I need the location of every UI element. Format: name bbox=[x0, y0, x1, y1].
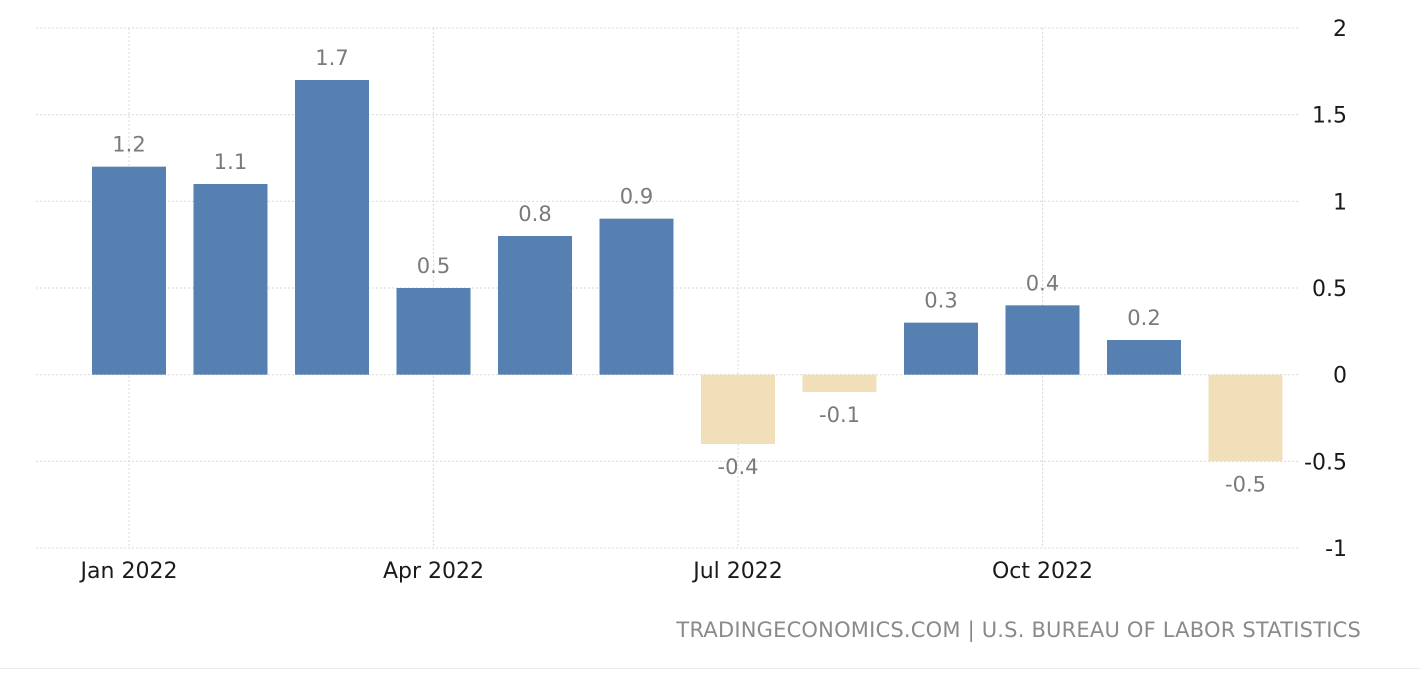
bar-sep-2022[interactable] bbox=[904, 322, 978, 375]
data-labels: 1.2 1.1 1.7 0.5 0.8 0.9 -0.4 -0.1 0.3 0.4 0.2 -0.5 bbox=[112, 46, 1266, 496]
y-axis-ticks: 2 1.5 1 0.5 0 -0.5 -1 bbox=[1304, 17, 1347, 562]
y-tick-label: 0.5 bbox=[1312, 277, 1347, 302]
bar-value-label: 1.7 bbox=[315, 46, 348, 70]
bar-value-label: -0.1 bbox=[819, 403, 860, 427]
bar-jan-2022[interactable] bbox=[92, 166, 166, 375]
y-tick-label: 1 bbox=[1333, 190, 1347, 215]
bar-jun-2022[interactable] bbox=[599, 218, 674, 375]
bar-value-label: 0.3 bbox=[924, 289, 957, 313]
bar-value-label: -0.4 bbox=[718, 455, 759, 479]
bar-value-label: 0.8 bbox=[518, 202, 551, 226]
y-tick-label: -0.5 bbox=[1304, 450, 1347, 475]
source-attribution: TRADINGECONOMICS.COM | U.S. BUREAU OF LA… bbox=[676, 618, 1361, 642]
bar-jul-2022[interactable] bbox=[701, 374, 775, 444]
bar-series bbox=[92, 80, 1283, 462]
bar-value-label: 0.9 bbox=[620, 185, 653, 209]
bar-aug-2022[interactable] bbox=[802, 374, 877, 392]
bar-value-label: 0.5 bbox=[417, 254, 450, 278]
x-tick-label: Jul 2022 bbox=[691, 559, 783, 584]
y-tick-label: 1.5 bbox=[1312, 104, 1347, 129]
bar-feb-2022[interactable] bbox=[193, 184, 268, 375]
bar-dec-2022[interactable] bbox=[1208, 374, 1283, 462]
bar-value-label: 0.4 bbox=[1026, 271, 1059, 295]
bar-value-label: 0.2 bbox=[1127, 306, 1160, 330]
bar-nov-2022[interactable] bbox=[1107, 340, 1181, 375]
x-tick-label: Jan 2022 bbox=[79, 559, 178, 584]
y-tick-label: -1 bbox=[1325, 537, 1347, 562]
bar-value-label: 1.2 bbox=[112, 133, 145, 157]
y-tick-label: 2 bbox=[1333, 17, 1347, 42]
bar-chart: 1.21.11.70.50.80.9-0.4-0.10.30.40.2-0.5 … bbox=[36, 17, 1347, 584]
x-tick-label: Oct 2022 bbox=[992, 559, 1093, 584]
bar-value-label: -0.5 bbox=[1225, 472, 1266, 496]
bar-may-2022[interactable] bbox=[498, 236, 572, 375]
y-tick-label: 0 bbox=[1333, 364, 1347, 389]
footer-divider bbox=[0, 668, 1420, 669]
x-axis-ticks: Jan 2022 Apr 2022 Jul 2022 Oct 2022 bbox=[79, 559, 1093, 584]
bar-oct-2022[interactable] bbox=[1005, 305, 1080, 375]
bar-value-label: 1.1 bbox=[214, 150, 247, 174]
x-tick-label: Apr 2022 bbox=[383, 559, 484, 584]
bar-mar-2022[interactable] bbox=[295, 80, 369, 375]
bar-apr-2022[interactable] bbox=[396, 288, 471, 375]
